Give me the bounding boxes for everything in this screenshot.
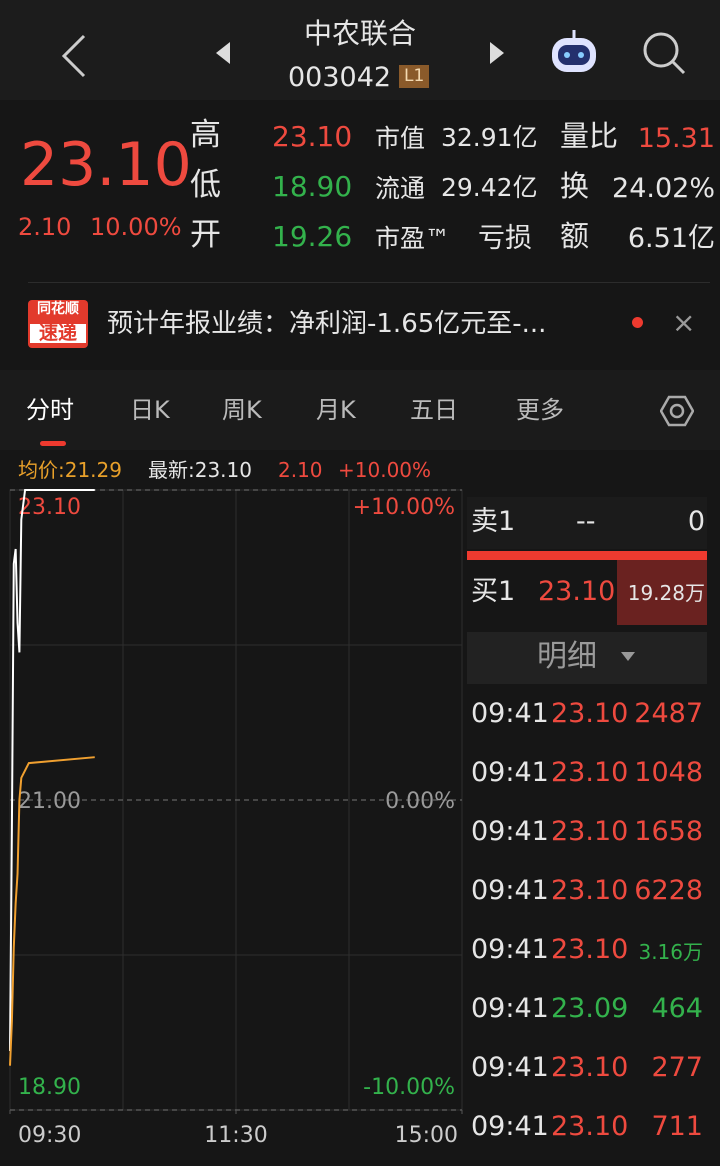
stat-value: 19.26 [272, 220, 353, 253]
detail-price: 23.10 [551, 757, 629, 788]
divider [28, 282, 710, 283]
tab[interactable]: 日K [130, 396, 170, 424]
stat-value: 18.90 [272, 170, 353, 203]
detail-dropdown[interactable] [621, 652, 635, 662]
tab[interactable]: 分时 [26, 396, 74, 424]
detail-price: 23.10 [551, 875, 629, 906]
series-line [9, 489, 95, 1051]
stat-value: 24.02% [612, 173, 715, 204]
tab[interactable]: 五日 [410, 396, 458, 424]
detail-price: 23.10 [551, 934, 629, 965]
stat-label: 开 [190, 217, 221, 253]
detail-time: 09:41 [471, 816, 549, 847]
x-tick-label: 09:30 [18, 1123, 81, 1148]
sell-volume: 0 [687, 506, 705, 537]
sell-price: -- [576, 506, 596, 537]
next-stock[interactable] [490, 42, 504, 64]
detail-time: 09:41 [471, 757, 549, 788]
top-bar [0, 0, 720, 100]
stat-label: 流通 [375, 174, 426, 203]
stat-label: 市盈™ [375, 224, 451, 253]
detail-volume: 2487 [634, 698, 703, 729]
stat-value: 亏损 [478, 223, 532, 254]
level-badge: L1 [399, 65, 430, 88]
detail-price: 23.10 [551, 1111, 629, 1142]
detail-header[interactable] [467, 632, 707, 684]
back-button[interactable] [61, 34, 86, 78]
news-text[interactable]: 预计年报业绩：净利润-1.65亿元至-... [107, 309, 547, 339]
prev-stock[interactable] [216, 42, 230, 64]
detail-time: 09:41 [471, 875, 549, 906]
detail-price: 23.09 [551, 993, 629, 1024]
stat-label: 低 [190, 167, 221, 203]
tab-bar [0, 370, 720, 450]
detail-volume: 6228 [634, 875, 703, 906]
detail-volume: 1048 [634, 757, 703, 788]
detail-volume: 464 [651, 993, 703, 1024]
stat-value: 15.31 [637, 123, 715, 154]
tab[interactable]: 周K [222, 396, 262, 424]
detail-volume: 277 [651, 1052, 703, 1083]
stock-name: 中农联合 [303, 17, 416, 50]
info-change: 2.10 [278, 458, 323, 482]
detail-price: 23.10 [551, 698, 629, 729]
y-tick-label: 23.10 [18, 495, 81, 520]
detail-volume: 3.16万 [638, 940, 703, 964]
detail-time: 09:41 [471, 1111, 549, 1142]
detail-time: 09:41 [471, 1052, 549, 1083]
y-tick-label: 21.00 [18, 789, 81, 814]
stat-value: 6.51亿 [627, 223, 715, 254]
search-button[interactable] [643, 32, 686, 75]
pct-tick-label: -10.00% [363, 1075, 455, 1100]
price: 23.10 [20, 130, 192, 200]
settings-button[interactable] [660, 394, 694, 428]
stat-label: 额 [560, 219, 590, 253]
detail-time: 09:41 [471, 698, 549, 729]
avg-price: 均价:21.29 [18, 458, 122, 482]
detail-price: 23.10 [551, 816, 629, 847]
tab[interactable]: 更多 [516, 396, 564, 424]
info-pct: +10.00% [338, 458, 432, 482]
stat-label: 量比 [560, 119, 619, 153]
detail-title: 明细 [537, 639, 597, 674]
buy-volume: 19.28万 [627, 581, 705, 605]
buy-label: 买1 [471, 576, 516, 607]
change-pct: 10.00% [90, 213, 182, 241]
detail-price: 23.10 [551, 1052, 629, 1083]
detail-volume: 1658 [634, 816, 703, 847]
y-tick-label: 18.90 [18, 1075, 81, 1100]
stat-label: 市值 [375, 124, 426, 153]
pct-tick-label: 0.00% [385, 789, 455, 814]
assistant-icon[interactable] [552, 30, 596, 72]
series-line [9, 756, 95, 1066]
buy-volume-bar [617, 560, 707, 625]
stat-value: 23.10 [272, 120, 353, 153]
tab-indicator [40, 441, 66, 446]
unread-dot [632, 317, 643, 328]
stat-value: 29.42亿 [441, 173, 538, 202]
sell-label: 卖1 [471, 506, 516, 537]
pct-tick-label: +10.00% [353, 495, 455, 520]
latest-price: 最新:23.10 [148, 458, 252, 482]
change: 2.10 [18, 213, 72, 241]
buy-price: 23.10 [538, 576, 616, 607]
stat-label: 换 [560, 169, 590, 203]
tab[interactable]: 月K [316, 396, 356, 424]
x-tick-label: 15:00 [395, 1123, 458, 1148]
detail-volume: 711 [651, 1111, 703, 1142]
sell-buy-bar [467, 551, 707, 560]
sell-row [467, 497, 707, 549]
stock-code: 003042 [288, 62, 392, 93]
stat-label: 高 [190, 117, 221, 153]
x-tick-label: 11:30 [204, 1123, 267, 1148]
nav-icons [61, 30, 686, 78]
detail-time: 09:41 [471, 993, 549, 1024]
close-news[interactable]: × [672, 306, 696, 339]
stat-value: 32.91亿 [441, 123, 538, 152]
news-badge-top: 同花顺 [37, 301, 79, 317]
news-badge-bottom: 速递 [30, 324, 86, 343]
detail-time: 09:41 [471, 934, 549, 965]
